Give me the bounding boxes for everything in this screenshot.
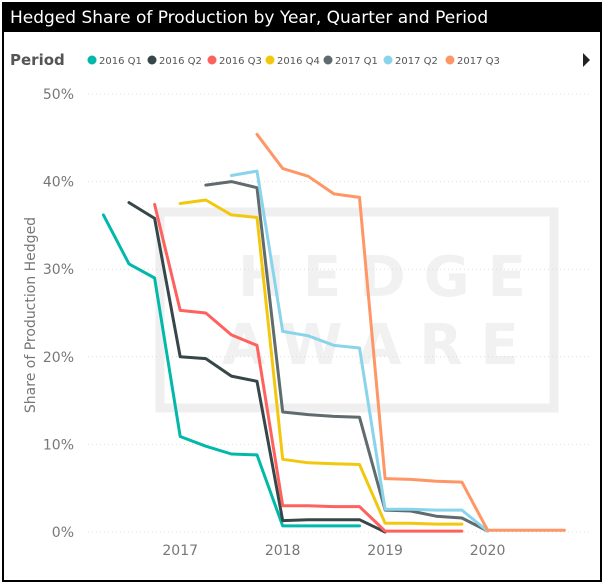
series-line [101, 213, 361, 528]
x-axis-ticks: 2017 2018 2019 2020 [162, 543, 505, 559]
series-line [229, 169, 490, 533]
y-tick-label: 50% [43, 87, 74, 103]
x-tick-label: 2019 [367, 543, 403, 559]
watermark: HEDGE AWARE [155, 207, 559, 413]
y-tick-label: 10% [43, 437, 74, 453]
legend: Period 2016 Q1 2016 Q2 2016 Q3 2016 Q4 2017 … [10, 51, 500, 69]
legend-next-arrow-icon[interactable] [583, 53, 590, 67]
series-line [127, 201, 387, 534]
x-tick-label: 2018 [265, 543, 301, 559]
y-tick-label: 20% [43, 350, 74, 366]
legend-marker [87, 55, 97, 65]
legend-title: Period [10, 51, 65, 69]
legend-entry[interactable]: 2016 Q3 [219, 56, 262, 67]
watermark-frame [155, 207, 559, 413]
chart-frame: Hedged Share of Production by Year, Quar… [2, 2, 602, 582]
y-tick-label: 0% [52, 525, 74, 541]
legend-entry[interactable]: 2017 Q1 [335, 56, 378, 67]
legend-entry[interactable]: 2016 Q2 [159, 56, 202, 67]
legend-entry[interactable]: 2016 Q1 [99, 56, 142, 67]
legend-entry[interactable]: 2017 Q2 [395, 56, 438, 67]
series-line [153, 202, 464, 533]
y-axis-label: Share of Production Hedged [23, 217, 39, 413]
watermark-line-1: HEDGE [238, 245, 544, 310]
y-tick-label: 40% [43, 175, 74, 191]
x-tick-label: 2020 [470, 543, 506, 559]
series-line [204, 180, 490, 533]
legend-marker [265, 55, 275, 65]
series-lines [101, 132, 566, 534]
legend-marker [445, 55, 455, 65]
x-tick-label: 2017 [162, 543, 198, 559]
legend-marker [323, 55, 333, 65]
series-line [178, 198, 464, 526]
chart-title: Hedged Share of Production by Year, Quar… [4, 4, 600, 32]
y-axis-ticks: 0% 10% 20% 30% 40% 50% [43, 87, 74, 541]
legend-marker [147, 55, 157, 65]
legend-marker [207, 55, 217, 65]
legend-entry[interactable]: 2016 Q4 [277, 56, 320, 67]
legend-entry[interactable]: 2017 Q3 [457, 56, 500, 67]
y-tick-label: 30% [43, 262, 74, 278]
legend-marker [383, 55, 393, 65]
series-line [255, 132, 566, 532]
